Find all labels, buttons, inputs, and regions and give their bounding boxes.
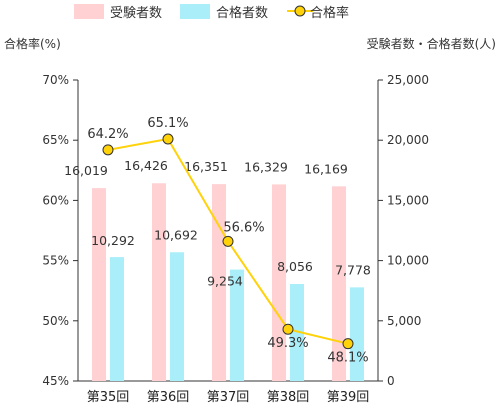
right-axis-title: 受験者数・合格者数(人) — [367, 36, 496, 51]
left-tick-label: 65% — [42, 133, 69, 147]
right-axis-ticks: 0 5,000 10,000 15,000 20,000 25,000 — [378, 73, 429, 388]
rate-series — [102, 133, 354, 350]
right-tick-label: 0 — [387, 374, 395, 388]
bar-label-passers: 9,254 — [207, 274, 243, 289]
right-tick-label: 25,000 — [387, 73, 429, 87]
category-label: 第37回 — [207, 390, 250, 405]
bar-labels: 16,019 10,292 16,426 10,692 16,351 9,254 16,32… — [64, 158, 371, 288]
bar-label-passers: 10,692 — [154, 227, 198, 242]
rate-point — [162, 133, 174, 145]
left-tick-label: 50% — [42, 314, 69, 328]
right-tick-label: 15,000 — [387, 193, 429, 207]
bar-label-applicants: 16,329 — [244, 159, 288, 174]
right-tick-label: 10,000 — [387, 254, 429, 268]
rate-point — [102, 144, 114, 156]
bar-passers — [230, 269, 244, 381]
bar-label-passers: 8,056 — [277, 259, 313, 274]
left-axis-ticks: 45% 50% 55% 60% 65% 70% — [42, 73, 78, 388]
bar-passers — [110, 257, 124, 381]
bar-label-applicants: 16,169 — [304, 161, 348, 176]
legend: 受験者数 合格者数 合格率 — [74, 4, 349, 21]
left-tick-label: 45% — [42, 374, 69, 388]
left-tick-label: 55% — [42, 254, 69, 268]
legend-marker-rate — [294, 5, 306, 17]
bar-applicants — [332, 186, 346, 381]
bar-applicants — [92, 188, 106, 381]
rate-label: 56.6% — [223, 220, 264, 235]
right-tick-label: 20,000 — [387, 133, 429, 147]
legend-label-passers: 合格者数 — [216, 5, 268, 21]
rate-point — [282, 323, 294, 335]
rate-labels: 64.2% 65.1% 56.6% 49.3% 48.1% — [87, 116, 368, 366]
bar-passers — [350, 287, 364, 381]
rate-label: 49.3% — [267, 336, 308, 351]
bar-series — [92, 183, 364, 381]
bar-passers — [290, 284, 304, 381]
rate-point — [342, 338, 354, 350]
category-label: 第38回 — [267, 390, 310, 405]
bar-applicants — [152, 183, 166, 381]
right-tick-label: 5,000 — [387, 314, 421, 328]
rate-point — [222, 235, 234, 247]
legend-swatch-applicants — [74, 4, 104, 19]
legend-swatch-passers — [180, 4, 210, 19]
bar-label-passers: 10,292 — [91, 233, 135, 248]
category-label: 第36回 — [147, 390, 190, 405]
bar-label-applicants: 16,019 — [64, 163, 108, 178]
category-labels: 第35回 第36回 第37回 第38回 第39回 — [87, 390, 370, 405]
bar-label-applicants: 16,351 — [184, 159, 228, 174]
rate-label: 65.1% — [147, 116, 188, 131]
bar-label-passers: 7,778 — [335, 262, 371, 277]
legend-label-applicants: 受験者数 — [110, 6, 162, 21]
left-axis-title: 合格率(%) — [4, 36, 61, 51]
bar-passers — [170, 252, 184, 381]
category-label: 第35回 — [87, 390, 130, 405]
rate-label: 64.2% — [87, 127, 128, 142]
bar-label-applicants: 16,426 — [124, 158, 168, 173]
left-tick-label: 60% — [42, 193, 69, 207]
bar-applicants — [272, 184, 286, 381]
left-tick-label: 70% — [42, 73, 69, 87]
category-label: 第39回 — [327, 390, 370, 405]
legend-label-rate: 合格率 — [310, 5, 349, 21]
rate-label: 48.1% — [327, 351, 368, 366]
